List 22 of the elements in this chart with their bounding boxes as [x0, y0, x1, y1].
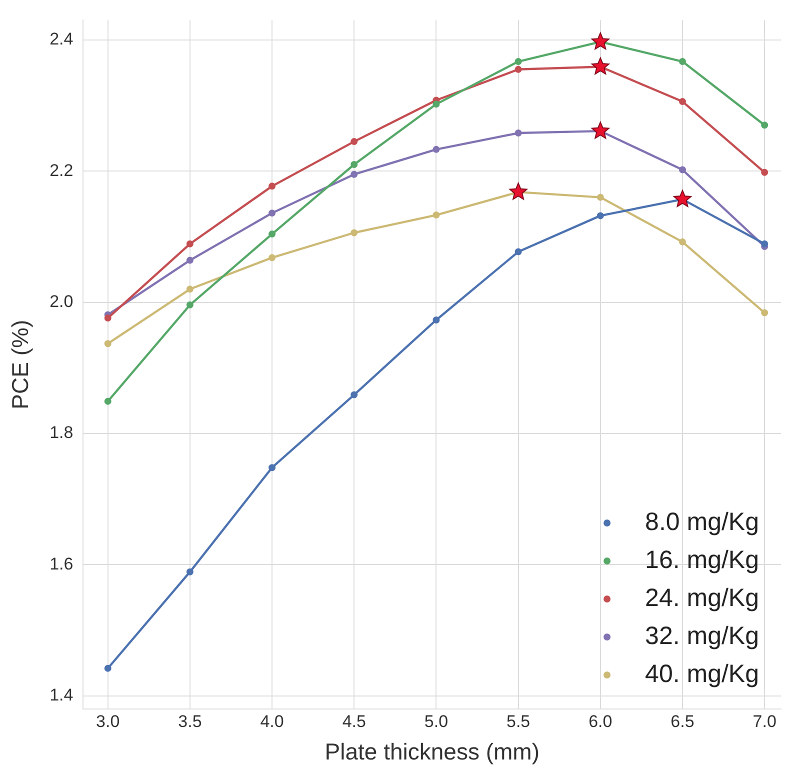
x-tick-label: 5.0: [424, 712, 448, 731]
x-tick-label: 4.0: [260, 712, 284, 731]
y-tick-label: 1.6: [50, 554, 74, 574]
y-tick-label: 2.2: [50, 160, 74, 180]
y-tick-label: 1.4: [50, 686, 74, 705]
y-tick-label: 2.0: [50, 292, 74, 311]
x-tick-label: 3.0: [96, 712, 120, 731]
x-tick-label: 4.5: [342, 712, 366, 731]
x-tick-label: 7.0: [752, 712, 776, 731]
y-tick-label: 1.8: [50, 423, 74, 442]
x-tick-label: 3.5: [178, 712, 202, 731]
x-tick-label: 5.5: [506, 712, 530, 731]
legend-label: 24. mg/Kg: [645, 584, 759, 612]
legend-label: 16. mg/Kg: [645, 546, 759, 574]
x-axis-title: Plate thickness (mm): [324, 738, 540, 765]
legend-label: 32. mg/Kg: [645, 622, 759, 650]
y-axis-title: PCE (%): [7, 320, 34, 410]
x-tick-label: 6.0: [588, 712, 612, 731]
x-tick-label: 6.5: [670, 712, 694, 731]
legend-label: 8.0 mg/Kg: [645, 508, 759, 536]
legend-label: 40. mg/Kg: [645, 660, 759, 688]
y-tick-label: 2.4: [50, 30, 74, 49]
